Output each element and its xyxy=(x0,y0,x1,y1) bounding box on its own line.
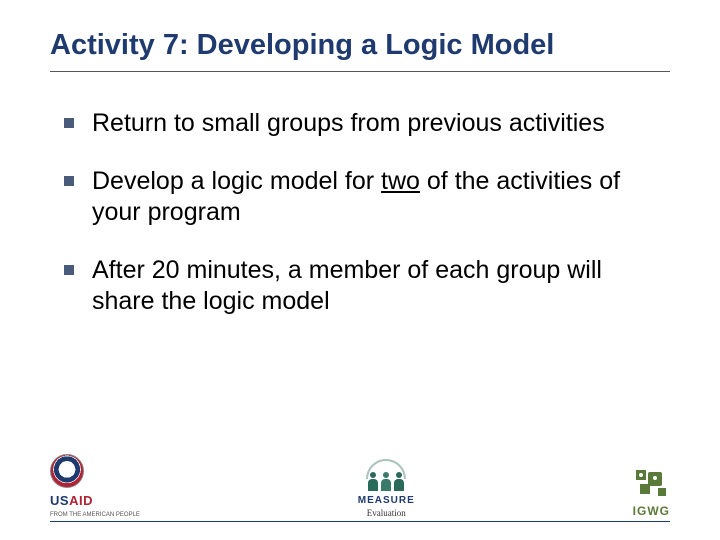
measure-tagline: Evaluation xyxy=(367,508,406,518)
footer-logos: USAID FROM THE AMERICAN PEOPLE MEASURE E… xyxy=(50,448,670,518)
igwg-name: IGWG xyxy=(633,504,670,518)
measure-people-icon xyxy=(368,463,404,491)
usaid-tagline: FROM THE AMERICAN PEOPLE xyxy=(50,512,140,518)
usaid-seal-icon xyxy=(50,454,84,488)
measure-name: MEASURE xyxy=(358,495,415,506)
bullet-list: Return to small groups from previous act… xyxy=(50,108,670,317)
bullet-text: Develop a logic model for xyxy=(92,167,381,195)
title-underline xyxy=(50,71,670,72)
usaid-label: USAID xyxy=(50,492,93,510)
slide-title: Activity 7: Developing a Logic Model xyxy=(50,28,670,63)
igwg-logo: IGWG xyxy=(633,470,670,518)
footer-underline xyxy=(50,521,670,522)
bullet-item: Develop a logic model for two of the act… xyxy=(64,166,670,227)
usaid-logo: USAID FROM THE AMERICAN PEOPLE xyxy=(50,454,140,518)
slide: Activity 7: Developing a Logic Model Ret… xyxy=(0,0,720,540)
bullet-item: After 20 minutes, a member of each group… xyxy=(64,255,670,316)
underlined-word: two xyxy=(381,167,420,195)
igwg-squares-icon xyxy=(636,470,670,500)
bullet-text: After 20 minutes, a member of each group… xyxy=(92,256,602,315)
bullet-item: Return to small groups from previous act… xyxy=(64,108,670,139)
bullet-text: Return to small groups from previous act… xyxy=(92,109,605,137)
measure-logo: MEASURE Evaluation xyxy=(358,463,415,518)
usaid-name: USAID xyxy=(50,493,93,508)
